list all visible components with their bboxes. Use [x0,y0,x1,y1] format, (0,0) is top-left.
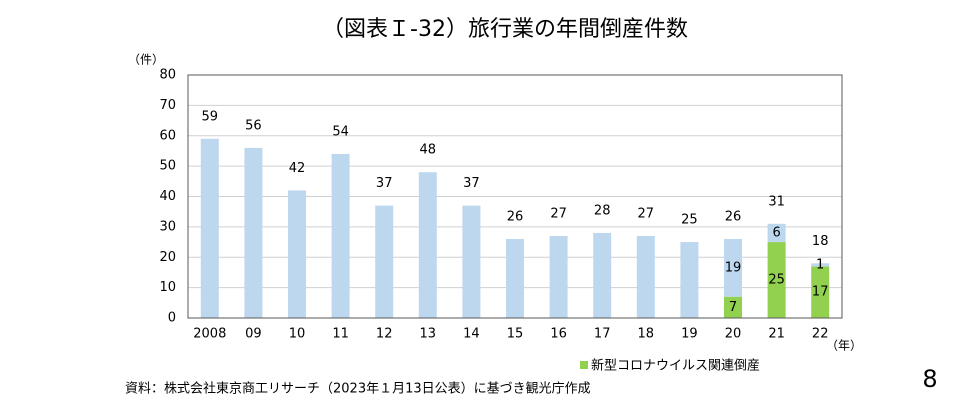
segment-label: 19 [725,260,742,275]
bar-segment [724,296,742,318]
x-tick-label: 18 [638,327,655,342]
bar-segment [811,266,830,318]
total-label: 28 [594,203,611,218]
x-tick-label: 19 [681,327,698,342]
segment-label: 17 [812,285,829,300]
total-label: 31 [768,194,785,209]
legend-label: 新型コロナウイルス関連倒産 [591,358,760,374]
bar-segment [636,235,655,318]
bar-segment [244,147,263,318]
y-tick-label: 60 [159,128,176,143]
total-label: 42 [289,161,306,176]
y-tick-label: 20 [159,250,176,265]
total-label: 37 [463,176,480,191]
y-tick-label: 0 [168,311,176,326]
total-label: 59 [202,109,219,124]
x-tick-label: 21 [768,327,785,342]
y-tick-label: 50 [159,159,176,174]
segment-label: 7 [729,300,737,315]
page-number: 8 [922,365,937,393]
segment-label: 1 [816,257,824,272]
plot-frame [187,74,843,319]
total-label: 27 [638,206,655,221]
x-unit: （年） [826,339,862,353]
x-tick-label: 10 [289,327,306,342]
bar-segment [375,205,394,318]
x-tick-label: 15 [507,327,524,342]
total-label: 25 [681,213,698,228]
segment-label: 25 [768,273,785,288]
total-label: 56 [245,118,262,133]
total-label: 18 [812,234,829,249]
total-label: 26 [507,210,524,225]
segment-label: 6 [772,225,780,240]
x-tick-label: 16 [550,327,567,342]
x-tick-label: 12 [376,327,393,342]
bar-segment [593,232,612,318]
legend-swatch [580,361,588,369]
y-tick-label: 80 [159,68,176,83]
chart-title: （図表Ｉ-32）旅行業の年間倒産件数 [322,17,688,42]
y-tick-label: 10 [159,280,176,295]
total-label: 37 [376,176,393,191]
bar-segment [418,172,437,318]
bar-segment [811,263,830,267]
x-tick-label: 20 [725,327,742,342]
total-label: 27 [550,206,567,221]
x-tick-label: 13 [420,327,437,342]
bar-segment [680,242,699,318]
bar-segment [506,239,524,318]
bar-segment [200,138,219,318]
x-tick-label: 22 [812,327,829,342]
x-tick-label: 2008 [193,327,226,342]
x-tick-label: 17 [594,327,611,342]
total-label: 26 [725,210,742,225]
bar-segment [331,153,350,318]
y-tick-label: 40 [159,189,176,204]
bar-segment [724,239,742,297]
bar-segment [462,205,481,318]
total-label: 54 [332,124,349,139]
x-tick-label: 11 [332,327,349,342]
x-tick-label: 14 [463,327,480,342]
total-label: 48 [420,143,437,158]
bar-segment [767,242,786,318]
y-tick-label: 70 [159,98,176,113]
bar-segment [767,223,786,243]
bar-segment [549,235,568,318]
source-note: 資料：株式会社東京商工リサーチ（2023年１月13日公表）に基づき観光庁作成 [125,381,591,397]
y-tick-label: 30 [159,219,176,234]
y-unit: （件） [128,53,164,67]
bar-segment [288,190,306,318]
x-tick-label: 09 [245,327,262,342]
